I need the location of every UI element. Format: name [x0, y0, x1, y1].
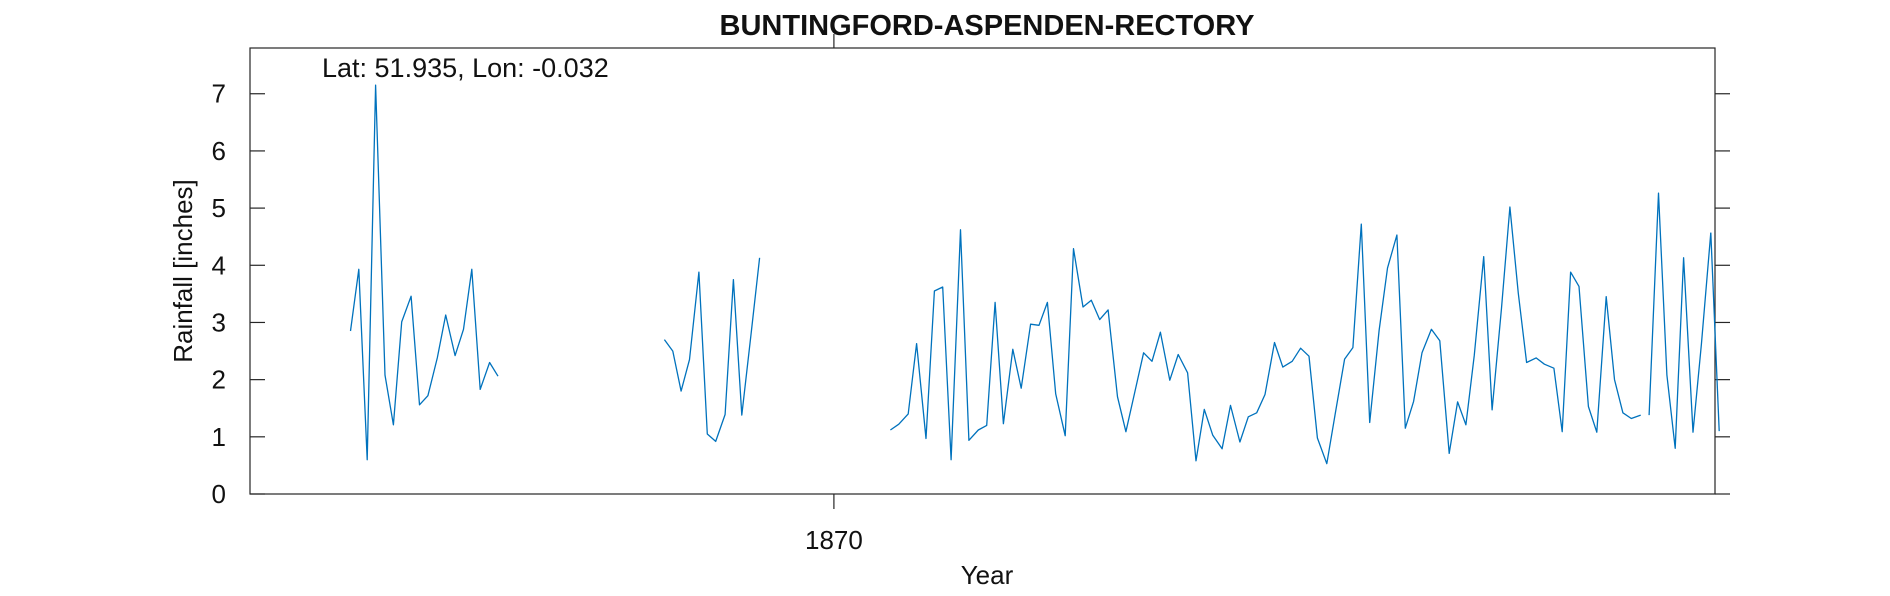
y-tick-label: 0 — [212, 479, 226, 509]
series-rainfall — [349, 84, 1720, 465]
series-line-segment — [890, 206, 1641, 465]
y-tick-label: 6 — [212, 136, 226, 166]
series-line-segment — [1710, 232, 1720, 432]
x-axis-label: Year — [961, 560, 1014, 590]
series-line-segment — [1648, 192, 1712, 449]
x-tick-label: 1870 — [805, 525, 863, 555]
y-tick-label: 5 — [212, 193, 226, 223]
y-axis-label: Rainfall [inches] — [168, 179, 198, 363]
location-annotation: Lat: 51.935, Lon: -0.032 — [322, 53, 609, 83]
series-line-segment — [663, 257, 761, 443]
y-tick-label: 3 — [212, 307, 226, 337]
y-tick-label: 7 — [212, 79, 226, 109]
y-tick-label: 2 — [212, 365, 226, 395]
plot-frame — [249, 47, 1716, 495]
y-tick-label: 1 — [212, 422, 226, 452]
series-line-segment — [349, 84, 499, 461]
chart-title: BUNTINGFORD-ASPENDEN-RECTORY — [720, 10, 1255, 42]
y-axis: 0 1 2 3 4 5 6 7 — [212, 79, 1730, 509]
y-tick-label: 4 — [212, 250, 226, 280]
x-axis: 1870 — [805, 34, 863, 555]
